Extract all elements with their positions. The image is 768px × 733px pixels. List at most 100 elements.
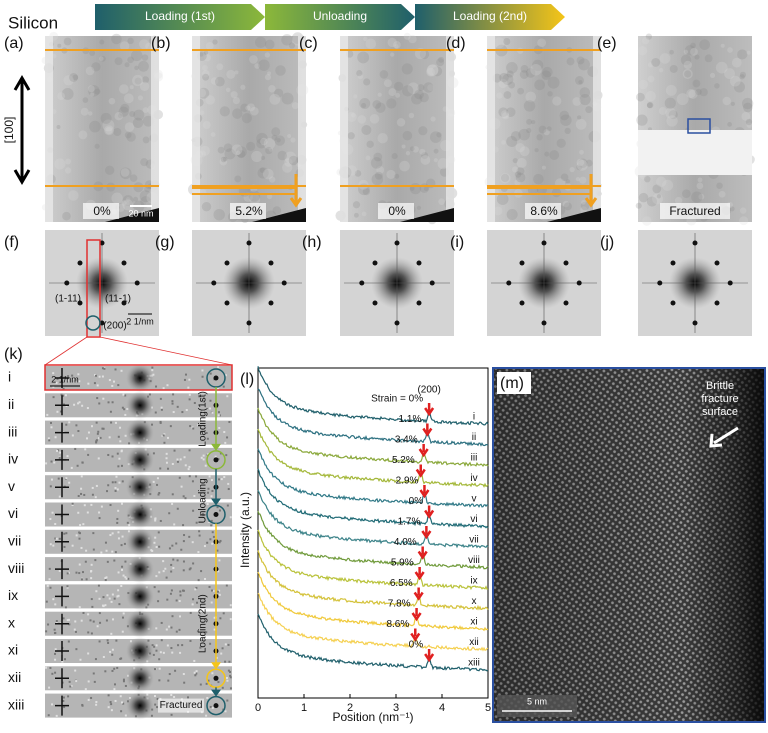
texture [347, 132, 355, 140]
fft-spot [670, 300, 676, 306]
noise [224, 374, 227, 377]
noise [120, 464, 123, 467]
noise [101, 604, 104, 607]
noise [152, 452, 155, 455]
noise [209, 407, 212, 410]
noise [111, 669, 114, 672]
trace-head [211, 498, 221, 506]
noise [113, 597, 116, 600]
texture [515, 143, 525, 153]
noise [105, 549, 108, 552]
trace-head [211, 443, 221, 451]
texture [720, 43, 725, 48]
noise [211, 672, 214, 675]
noise [214, 455, 217, 458]
noise [109, 410, 112, 413]
noise [151, 369, 154, 372]
noise [50, 478, 53, 481]
noise [116, 517, 119, 520]
noise [95, 590, 98, 593]
noise [162, 434, 165, 437]
noise [117, 594, 120, 597]
texture [361, 211, 367, 217]
noise [55, 381, 58, 384]
texture [739, 207, 747, 214]
noise [156, 483, 159, 486]
texture [123, 93, 134, 104]
noise [217, 366, 220, 369]
noise [99, 621, 102, 624]
noise [124, 413, 127, 416]
noise [158, 667, 161, 670]
stage-arrow [415, 4, 565, 30]
noise [115, 639, 118, 642]
texture [525, 91, 537, 103]
texture [231, 144, 243, 156]
noise [83, 493, 86, 496]
noise [205, 682, 208, 685]
noise [54, 537, 57, 540]
noise [225, 676, 228, 679]
noise [121, 568, 124, 571]
texture [408, 34, 417, 44]
texture [78, 130, 88, 140]
texture [637, 46, 648, 56]
noise [79, 524, 82, 527]
row-label: xii [469, 637, 478, 648]
texture [141, 54, 149, 61]
noise [117, 589, 120, 592]
noise [213, 628, 216, 631]
scale-label: 2 1/nm [126, 316, 154, 326]
texture [72, 74, 79, 81]
strain-label: 3.4% [395, 435, 418, 446]
noise [97, 457, 100, 460]
texture [530, 64, 542, 76]
texture [268, 85, 276, 93]
fft-spot [77, 300, 83, 306]
stage-arrow [95, 4, 265, 30]
noise [63, 545, 66, 548]
noise [123, 542, 126, 545]
noise [182, 495, 185, 498]
texture [714, 83, 720, 89]
texture [647, 101, 654, 109]
spot [55, 586, 69, 607]
noise [50, 426, 53, 429]
noise [204, 577, 207, 580]
texture [674, 196, 683, 205]
noise [200, 430, 203, 433]
noise [158, 679, 161, 682]
texture [503, 91, 512, 99]
noise [157, 600, 160, 603]
annotation: Brittle [706, 380, 734, 392]
noise [56, 377, 59, 380]
texture [145, 42, 153, 50]
texture [409, 146, 415, 152]
noise [92, 620, 95, 623]
profile-curve [257, 388, 489, 447]
texture [514, 171, 522, 178]
noise [114, 421, 117, 424]
noise [117, 465, 120, 468]
noise [111, 455, 114, 458]
sample-label: Silicon [8, 13, 58, 32]
noise [172, 411, 175, 414]
noise [212, 589, 215, 592]
noise [162, 387, 165, 390]
noise [202, 409, 205, 412]
texture [493, 206, 503, 216]
arrow [584, 174, 598, 208]
texture [99, 39, 105, 45]
texture [512, 157, 518, 164]
noise [116, 595, 119, 598]
texture [682, 68, 693, 80]
texture [496, 193, 509, 205]
texture [363, 36, 368, 42]
texture [121, 200, 127, 206]
noise [95, 700, 98, 703]
panel-label: (g) [155, 234, 175, 251]
noise [84, 688, 87, 691]
texture [366, 140, 374, 149]
noise [82, 611, 85, 614]
noise [64, 394, 67, 397]
